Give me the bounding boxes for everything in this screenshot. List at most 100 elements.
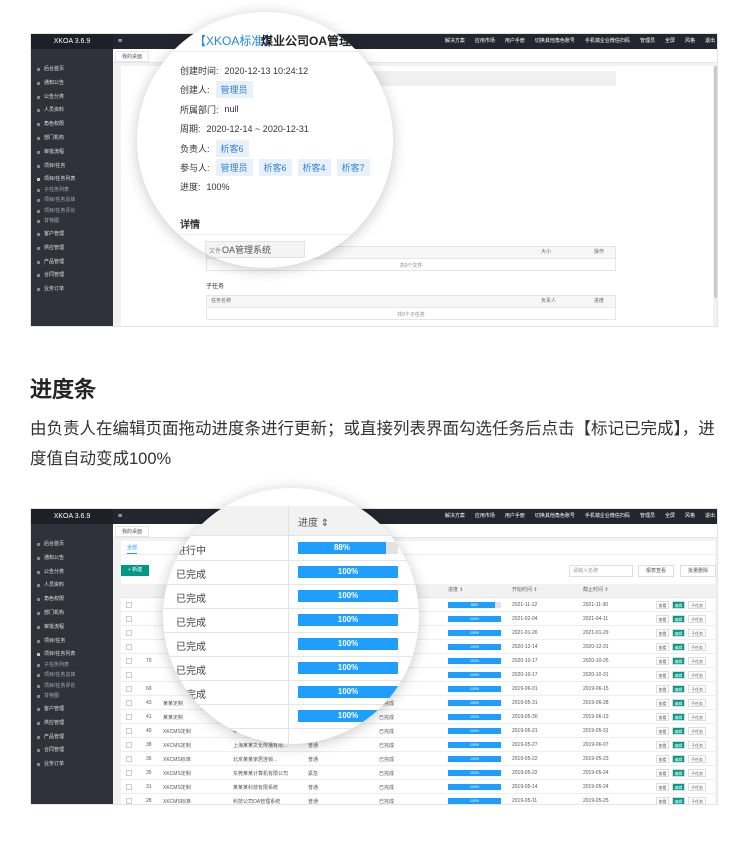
row-action[interactable]: 查看 (656, 671, 669, 679)
row-action[interactable]: 编辑 (672, 741, 685, 749)
row-checkbox[interactable] (126, 756, 132, 762)
sidebar-subitem[interactable]: 子任务列表 (44, 186, 70, 193)
sidebar-item[interactable]: 人员资料 (44, 582, 65, 589)
row-action[interactable]: 子任务 (688, 727, 706, 735)
row-action[interactable]: 子任务 (688, 755, 706, 763)
row-checkbox[interactable] (126, 658, 132, 664)
row-action[interactable]: 编辑 (672, 755, 685, 763)
row-action[interactable]: 编辑 (672, 699, 685, 707)
sidebar-item[interactable]: 通知公告 (44, 79, 65, 86)
row-checkbox[interactable] (126, 644, 132, 650)
sidebar-subitem[interactable]: 项目/任务总体 (44, 197, 76, 204)
row-action[interactable]: 编辑 (672, 601, 685, 609)
row-action[interactable]: 子任务 (688, 699, 706, 707)
row-action[interactable]: 查看 (656, 643, 669, 651)
menu-toggle[interactable]: ≡ (118, 38, 123, 45)
row-action[interactable]: 子任务 (688, 643, 706, 651)
sidebar-item[interactable]: 公告分类 (44, 568, 65, 575)
row-action[interactable]: 查看 (656, 769, 669, 777)
row-checkbox[interactable] (126, 686, 132, 692)
sidebar-subitem[interactable]: 项目/任务总体 (44, 672, 76, 679)
sidebar-item[interactable]: 合同管理 (44, 272, 65, 279)
sidebar-item[interactable]: 人员资料 (44, 107, 65, 114)
nav-item[interactable]: 管理员 (639, 38, 655, 44)
row-action[interactable]: 查看 (656, 741, 669, 749)
row-action[interactable]: 编辑 (672, 797, 685, 804)
sidebar-item[interactable]: 后台首页 (44, 541, 65, 547)
row-checkbox[interactable] (126, 784, 132, 790)
menu-toggle[interactable]: ≡ (118, 513, 123, 520)
row-action[interactable]: 查看 (656, 727, 669, 735)
row-action[interactable]: 查看 (656, 601, 669, 609)
sidebar-item[interactable]: 审批流程 (44, 623, 65, 630)
nav-item[interactable]: 切换其他角色账号 (534, 38, 575, 44)
nav-item[interactable]: 应用市场 (474, 38, 495, 44)
row-action[interactable]: 编辑 (672, 685, 685, 693)
sidebar-item[interactable]: 角色权限 (44, 121, 65, 128)
sidebar-item[interactable]: 审批流程 (44, 148, 65, 155)
sidebar-item[interactable]: 后台首页 (44, 66, 65, 72)
row-checkbox[interactable] (126, 728, 132, 734)
sidebar-item[interactable]: 产品管理 (44, 733, 65, 740)
sidebar-item[interactable]: 公告分类 (44, 93, 65, 100)
sidebar-item[interactable]: 客户管理 (44, 705, 65, 712)
nav-item[interactable]: 应用市场 (474, 513, 495, 519)
tab[interactable]: 我的桌面 (115, 526, 150, 537)
sidebar-item[interactable]: 项目/任务 (44, 637, 66, 644)
row-action[interactable]: 子任务 (688, 783, 706, 791)
row-checkbox[interactable] (126, 700, 132, 706)
row-checkbox[interactable] (126, 770, 132, 776)
sidebar-item[interactable]: 客户管理 (44, 230, 65, 237)
row-checkbox[interactable] (126, 798, 132, 804)
row-action[interactable]: 查看 (656, 755, 669, 763)
filter-tab[interactable]: 全部 (127, 544, 138, 554)
nav-item[interactable]: 手机端企业微信扫码 (584, 513, 630, 519)
sidebar-item[interactable]: 业务订单 (44, 286, 65, 293)
row-action[interactable]: 子任务 (688, 615, 706, 623)
row-action[interactable]: 查看 (656, 783, 669, 791)
nav-item[interactable]: 全屏 (664, 38, 675, 44)
sidebar-item[interactable]: 供应管理 (44, 244, 65, 251)
row-action[interactable]: 查看 (656, 685, 669, 693)
sidebar-item[interactable]: 角色权限 (44, 596, 65, 603)
search-input[interactable]: 请输入名称 (569, 565, 633, 577)
row-action[interactable]: 编辑 (672, 657, 685, 665)
nav-item[interactable]: 切换其他角色账号 (534, 513, 575, 519)
nav-item[interactable]: 手机端企业微信扫码 (584, 38, 630, 44)
sidebar-subitem[interactable]: 项目/任务列表 (44, 176, 76, 183)
row-action[interactable]: 编辑 (672, 713, 685, 721)
tool-button[interactable]: 批量删除 (680, 565, 716, 577)
sidebar-item[interactable]: 产品管理 (44, 258, 65, 265)
row-action[interactable]: 编辑 (672, 783, 685, 791)
row-action[interactable]: 查看 (656, 629, 669, 637)
row-action[interactable]: 子任务 (688, 601, 706, 609)
row-action[interactable]: 子任务 (688, 657, 706, 665)
sidebar-subitem[interactable]: 项目/任务列表 (44, 651, 76, 658)
row-checkbox[interactable] (126, 714, 132, 720)
new-button[interactable]: + 新建 (121, 565, 149, 576)
row-checkbox[interactable] (126, 672, 132, 678)
row-action[interactable]: 编辑 (672, 769, 685, 777)
nav-item[interactable]: 解决方案 (444, 38, 465, 44)
sidebar-item[interactable]: 通知公告 (44, 554, 65, 561)
nav-item[interactable]: 管理员 (639, 513, 655, 519)
nav-item[interactable]: 用户手册 (504, 513, 525, 519)
row-checkbox[interactable] (126, 742, 132, 748)
row-checkbox[interactable] (126, 602, 132, 608)
nav-item[interactable]: 解决方案 (444, 513, 465, 519)
row-checkbox[interactable] (126, 616, 132, 622)
row-action[interactable]: 子任务 (688, 797, 706, 804)
sidebar-item[interactable]: 项目/任务 (44, 162, 66, 169)
nav-item[interactable]: 用户手册 (504, 38, 525, 44)
nav-item[interactable]: 退出 (704, 38, 715, 44)
sidebar-subitem[interactable]: 项目/任务评论 (44, 682, 76, 689)
row-action[interactable]: 编辑 (672, 615, 685, 623)
row-action[interactable]: 编辑 (672, 643, 685, 651)
sidebar-item[interactable]: 业务订单 (44, 761, 65, 768)
nav-item[interactable]: 风格 (684, 513, 695, 519)
row-action[interactable]: 子任务 (688, 629, 706, 637)
tab[interactable]: 我的桌面 (115, 51, 150, 62)
sidebar-subitem[interactable]: 项目/任务评论 (44, 207, 76, 214)
sidebar-subitem[interactable]: 甘特图 (44, 218, 60, 225)
sidebar-subitem[interactable]: 子任务列表 (44, 661, 70, 668)
